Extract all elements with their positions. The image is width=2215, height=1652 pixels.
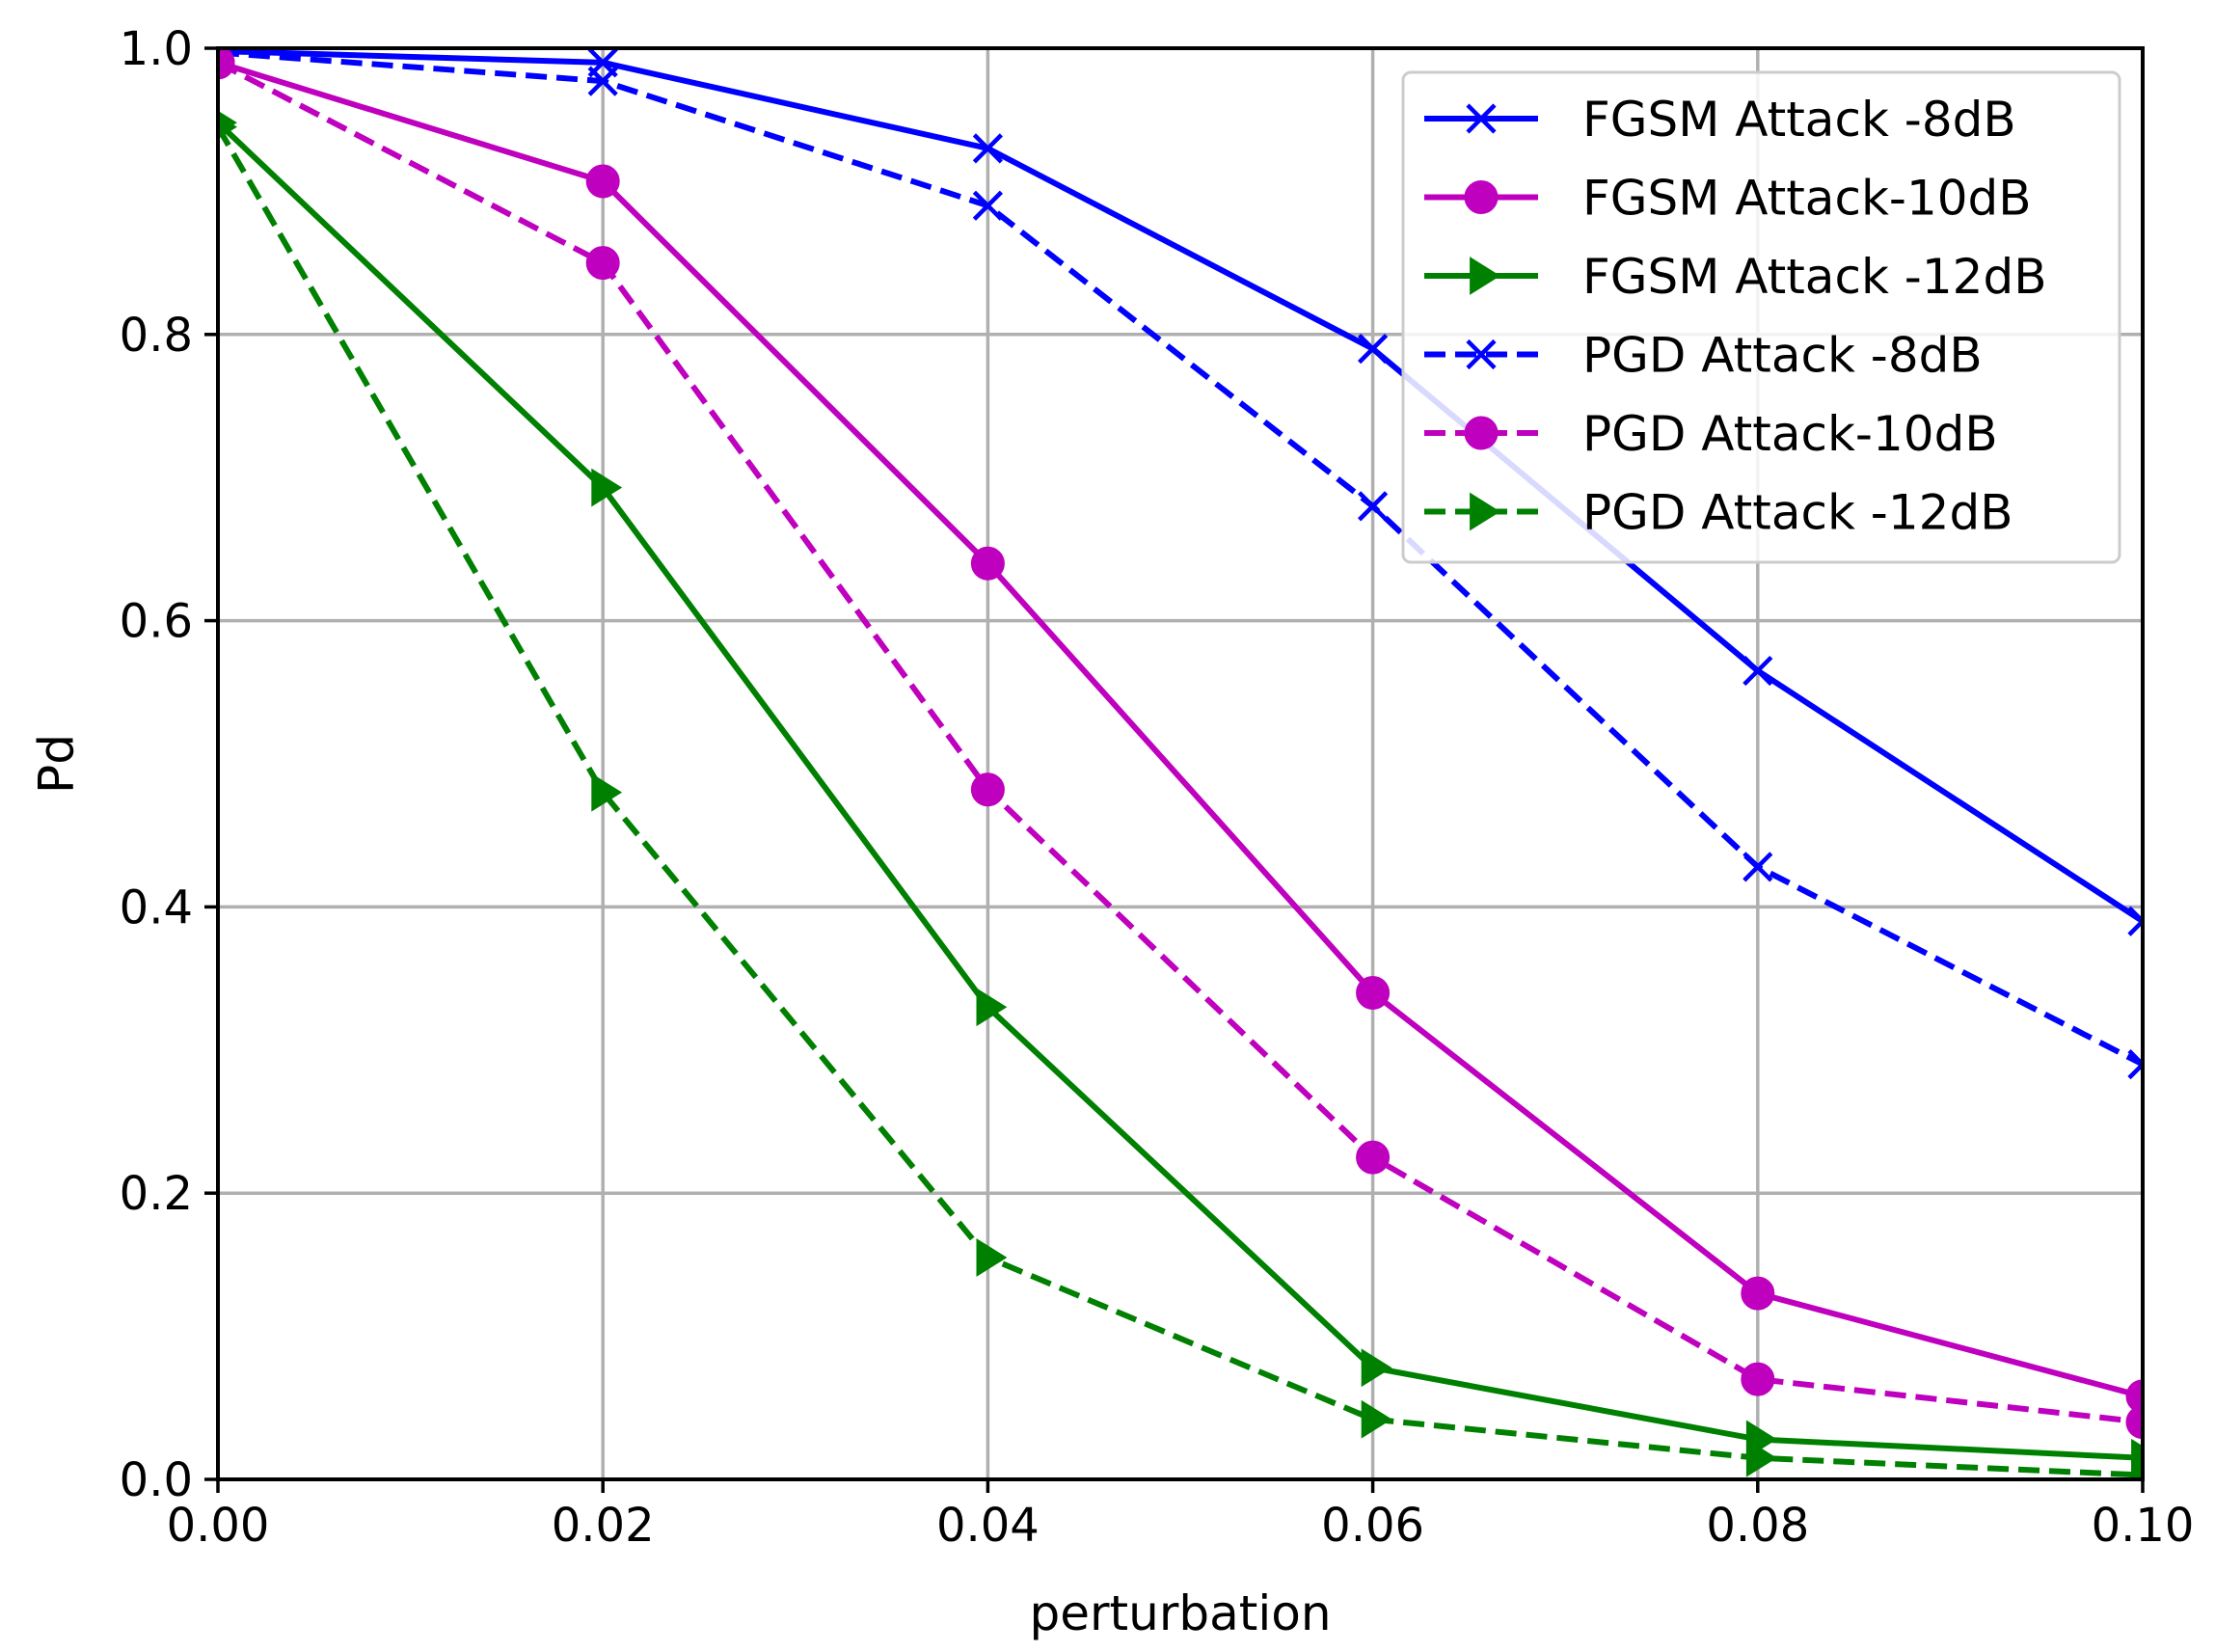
data-point-marker [1742,852,1773,882]
data-point-marker [976,1238,1008,1277]
series-5 [218,48,2143,1440]
data-point-marker [2127,1049,2143,1080]
data-point-marker [585,246,620,281]
data-point-marker [1356,975,1391,1010]
series-line [218,125,2143,1478]
y-tick-label: 0.6 [120,595,193,649]
legend-label: FGSM Attack-10dB [1582,171,2032,227]
y-tick-label: 0.0 [120,1453,193,1507]
data-point-marker [591,468,623,507]
y-tick-label: 1.0 [120,22,193,76]
data-point-marker [1358,491,1389,522]
legend-label: PGD Attack -12dB [1582,485,2013,541]
y-axis-label: Pd [29,734,85,794]
data-point-marker [972,190,1003,221]
data-point-marker [2125,1405,2143,1440]
legend-label: PGD Attack-10dB [1582,406,1998,462]
data-point-marker [976,988,1008,1027]
legend-marker [1470,492,1500,531]
x-tick-label: 0.10 [2092,1499,2195,1553]
data-point-marker [2125,1379,2143,1414]
data-point-marker [970,772,1005,807]
legend-entry: FGSM Attack -8dB [1424,92,2016,148]
y-tick-label: 0.8 [120,309,193,363]
y-tick-label: 0.4 [120,880,193,934]
data-point-marker [585,164,620,199]
x-tick-label: 0.08 [1706,1499,1809,1553]
data-point-marker [2131,1455,2143,1479]
series-line [218,48,2143,924]
x-axis-label: perturbation [1029,1585,1331,1641]
axis-ticks: 0.00 0.02 0.04 0.06 0.08 0.10 0.0 0.2 0.4 0.6 0.8 1… [120,22,2195,1553]
series-line [218,120,2143,1461]
x-tick-label: 0.06 [1321,1499,1424,1553]
data-point-marker [1358,334,1389,365]
y-tick-label: 0.2 [120,1167,193,1221]
data-point-marker [1742,655,1773,687]
x-tick-label: 0.02 [552,1499,655,1553]
data-point-marker [587,66,618,96]
legend-marker [1466,339,1497,370]
series-6 [218,115,2143,1479]
legend-label: PGD Attack -8dB [1582,328,1983,384]
data-point-marker [218,115,237,140]
data-point-marker [2127,906,2143,936]
series-layer [218,48,2143,1479]
plot-frame [216,46,2145,1481]
legend-marker [1470,257,1500,295]
data-point-marker [970,546,1005,581]
x-tick-label: 0.04 [936,1499,1040,1553]
data-point-marker [1356,1140,1391,1175]
series-line [218,49,2143,1068]
legend-entry: PGD Attack -12dB [1424,485,2013,541]
legend-entry: PGD Attack-10dB [1424,406,1998,462]
data-point-marker [1361,1399,1392,1439]
x-tick-label: 0.00 [167,1499,270,1553]
legend-marker [1464,180,1499,214]
legend-entry: FGSM Attack-10dB [1424,171,2032,227]
data-point-marker [1745,1438,1777,1477]
legend-entry: FGSM Attack -12dB [1424,249,2047,305]
legend-marker [1464,416,1499,450]
data-point-marker [218,48,235,80]
data-point-marker [972,133,1003,164]
legend-box [1401,70,2121,564]
series-3 [218,110,2143,1477]
data-point-marker [1361,1348,1392,1388]
data-point-marker [591,772,623,812]
legend-marker [1466,103,1497,134]
data-point-marker [1741,1362,1775,1396]
legend-label: FGSM Attack -12dB [1582,249,2047,305]
series-line [218,59,2143,1399]
legend-entry: PGD Attack -8dB [1424,328,1983,384]
legend: FGSM Attack -8dB FGSM Attack-10dB FGSM Att… [1401,70,2121,564]
data-point-marker [1741,1276,1775,1311]
legend-label: FGSM Attack -8dB [1582,92,2016,148]
